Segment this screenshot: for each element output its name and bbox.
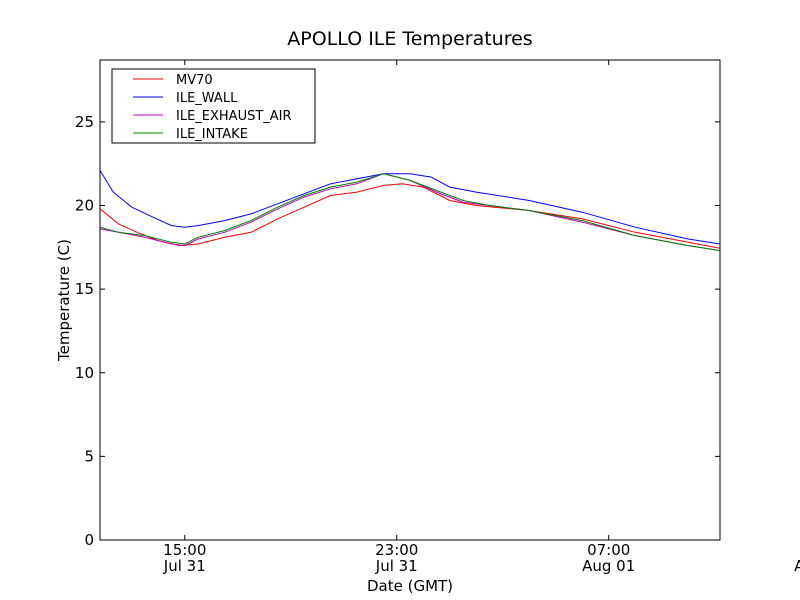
legend-label: ILE_EXHAUST_AIR — [176, 109, 292, 124]
x-tick-label-time: 07:00 — [587, 541, 630, 559]
x-axis-label: Date (GMT) — [367, 577, 453, 595]
legend-label: MV70 — [176, 73, 213, 88]
x-tick-label-time: 23:00 — [375, 541, 418, 559]
x-tick-label-date: Jul 31 — [375, 557, 418, 575]
legend-label: ILE_WALL — [176, 91, 238, 106]
x-tick-label-date: Jul 31 — [163, 557, 206, 575]
legend-box — [111, 68, 316, 144]
x-tick-label-time: 15:00 — [163, 541, 206, 559]
plot-frame — [99, 59, 721, 541]
y-tick-label: 10 — [75, 364, 94, 382]
y-tick-label: 20 — [75, 197, 94, 215]
legend-label: ILE_INTAKE — [176, 127, 248, 142]
x-tick-label-date: Aug 01 — [582, 557, 635, 575]
series-line-mv70 — [100, 183, 720, 249]
y-axis-label: Temperature (C) — [55, 239, 73, 362]
y-tick-label: 5 — [84, 447, 94, 465]
y-tick-label: 0 — [84, 531, 94, 549]
y-tick-label: 15 — [75, 280, 94, 298]
series-line-ile-intake — [100, 173, 720, 252]
chart-title: APOLLO ILE Temperatures — [287, 28, 532, 50]
legend: MV70 ILE_WALL ILE_EXHAUST_AIR ILE_INTAKE — [111, 68, 316, 144]
y-tick-label: 25 — [75, 113, 94, 131]
series-layer — [100, 170, 720, 252]
series-line-ile-wall — [100, 170, 720, 245]
x-tick-label-date: Aug 01 — [794, 557, 800, 575]
